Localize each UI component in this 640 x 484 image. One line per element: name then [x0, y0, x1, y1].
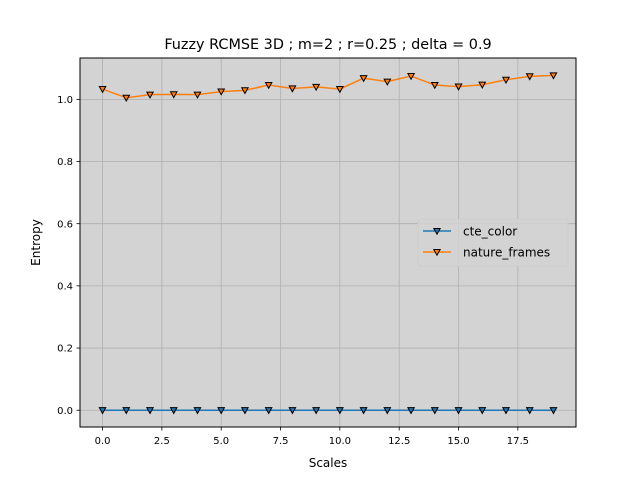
data-point — [525, 407, 534, 415]
data-point — [145, 407, 155, 415]
data-point — [335, 407, 344, 415]
data-point — [169, 91, 178, 99]
y-tick-label: 0.8 — [57, 157, 73, 168]
chart-title: Fuzzy RCMSE 3D ; m=2 ; r=0.25 ; delta = … — [164, 37, 491, 53]
x-tick-label: 7.5 — [273, 436, 289, 447]
x-tick-label: 17.5 — [507, 436, 529, 447]
legend: cte_color nature_frames — [417, 218, 569, 267]
data-point — [359, 75, 368, 83]
y-tick-label: 0.6 — [57, 219, 73, 230]
series-cte_color — [98, 407, 558, 415]
data-point — [169, 407, 178, 415]
data-point — [478, 81, 487, 89]
data-point — [454, 407, 463, 415]
data-point — [383, 407, 392, 415]
x-tick-label: 0.0 — [95, 436, 111, 447]
data-point — [240, 87, 249, 95]
data-point — [217, 88, 226, 96]
legend-item: nature_frames — [423, 245, 550, 259]
data-point — [145, 91, 155, 99]
y-axis-ticks: 0.0 0.2 0.4 0.6 0.8 1.0 — [57, 95, 80, 417]
series-nature_frames — [98, 72, 558, 103]
data-point — [478, 407, 487, 415]
data-point — [407, 72, 416, 81]
y-tick-label: 0.2 — [57, 344, 73, 355]
x-tick-label: 12.5 — [388, 436, 410, 447]
y-axis-label: Entropy — [29, 219, 43, 266]
series-layer — [98, 72, 558, 415]
data-point — [98, 407, 107, 415]
legend-item: cte_color — [423, 224, 517, 238]
x-axis-ticks: 0.0 2.5 5.0 7.5 10.0 12.5 15.0 17.5 — [95, 427, 529, 447]
data-point — [288, 407, 297, 415]
data-point — [98, 86, 107, 94]
data-point — [193, 407, 202, 415]
series-line — [102, 74, 554, 99]
data-point — [407, 407, 416, 415]
y-tick-label: 1.0 — [57, 95, 73, 106]
data-point — [264, 81, 273, 90]
data-point — [217, 407, 226, 415]
x-tick-label: 15.0 — [447, 436, 469, 447]
legend-box — [417, 218, 569, 267]
data-point — [430, 407, 439, 415]
data-point — [240, 407, 249, 415]
data-point — [122, 94, 131, 103]
data-point — [335, 86, 344, 94]
y-tick-label: 0.0 — [57, 406, 73, 417]
data-point — [359, 407, 368, 415]
x-tick-label: 5.0 — [213, 436, 229, 447]
data-point — [264, 407, 273, 415]
data-point — [430, 81, 439, 90]
legend-marker — [432, 248, 442, 257]
data-point — [312, 407, 321, 415]
data-point — [549, 407, 558, 415]
data-point — [525, 73, 534, 81]
x-tick-label: 10.0 — [329, 436, 351, 447]
data-point — [193, 91, 202, 99]
x-tick-label: 2.5 — [154, 436, 170, 447]
plot-frame — [79, 57, 577, 428]
data-point — [122, 407, 131, 415]
data-point — [454, 83, 463, 91]
y-tick-label: 0.4 — [57, 281, 73, 292]
data-point — [549, 72, 558, 80]
legend-label: nature_frames — [463, 245, 550, 259]
data-point — [312, 83, 321, 92]
legend-label: cte_color — [463, 224, 517, 238]
x-axis-label: Scales — [309, 456, 348, 470]
data-point — [501, 407, 511, 415]
data-point — [501, 76, 511, 84]
data-point — [383, 78, 392, 86]
data-point — [288, 85, 297, 93]
legend-marker — [432, 227, 442, 236]
